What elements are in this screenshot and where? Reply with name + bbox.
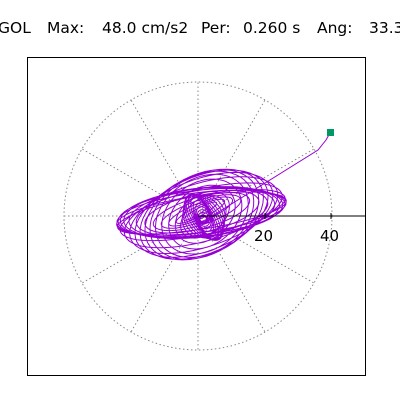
max-value: 48.0 cm/s2 <box>102 19 189 37</box>
tick-label-40: 40 <box>320 227 339 245</box>
motion-trace <box>116 132 331 261</box>
period-value: 0.260 s <box>243 19 301 37</box>
max-label: Max: <box>47 19 85 37</box>
angle-label: Ang: <box>317 19 353 37</box>
trace-end-marker <box>327 129 334 136</box>
header-readout: GOL Max: 48.0 cm/s2 Per: 0.260 s Ang: 33… <box>0 16 400 40</box>
trace-path <box>116 132 331 261</box>
station-code: GOL <box>0 19 31 37</box>
tick-label-20: 20 <box>254 227 273 245</box>
angle-value: 33.3 <box>369 19 400 37</box>
period-label: Per: <box>201 19 231 37</box>
